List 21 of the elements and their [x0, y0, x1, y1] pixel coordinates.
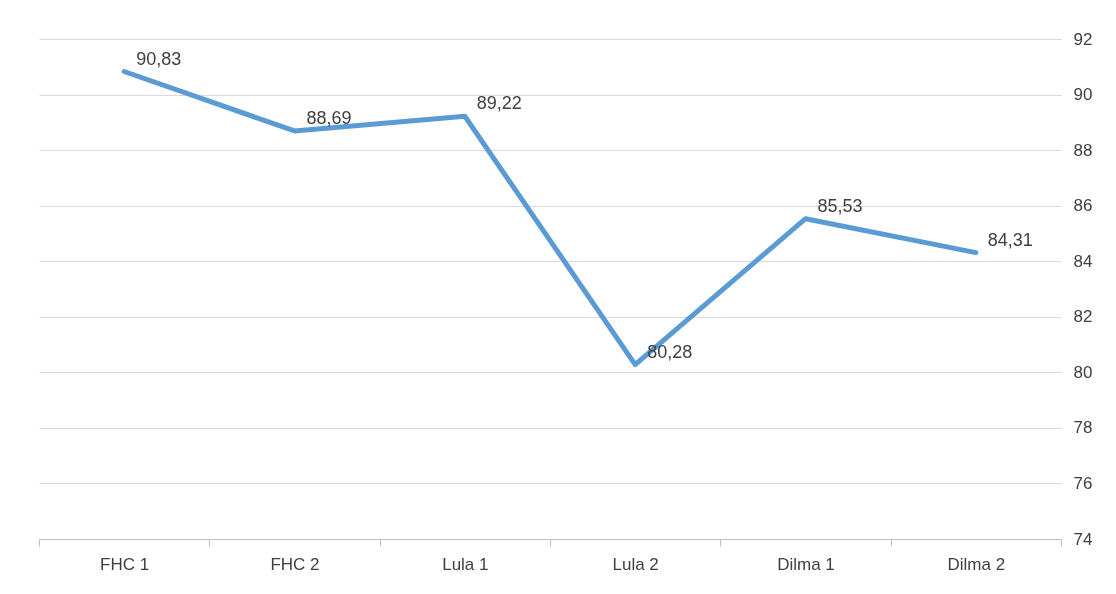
x-tick-label: FHC 2 — [270, 554, 320, 574]
y-tick-label: 86 — [1073, 196, 1093, 216]
y-tick-label: 82 — [1073, 307, 1093, 327]
x-tick-label: Lula 2 — [612, 554, 659, 574]
y-tick-label: 90 — [1073, 85, 1093, 105]
x-tick-label: FHC 1 — [100, 554, 150, 574]
y-tick-label: 88 — [1073, 140, 1093, 160]
data-label: 85,53 — [817, 195, 863, 216]
data-label: 88,69 — [306, 107, 352, 128]
data-label: 89,22 — [476, 93, 522, 114]
y-tick-label: 84 — [1073, 251, 1093, 271]
data-label: 84,31 — [987, 229, 1033, 250]
x-tick-label: Dilma 1 — [777, 554, 835, 574]
x-tick-label: Dilma 2 — [947, 554, 1006, 574]
y-tick-label: 80 — [1073, 362, 1093, 382]
y-tick-label: 74 — [1073, 529, 1093, 549]
y-tick-label: 76 — [1073, 473, 1093, 493]
data-label: 90,83 — [136, 48, 182, 69]
y-tick-label: 92 — [1073, 29, 1093, 49]
y-tick-label: 78 — [1073, 418, 1093, 438]
x-tick-label: Lula 1 — [442, 554, 489, 574]
